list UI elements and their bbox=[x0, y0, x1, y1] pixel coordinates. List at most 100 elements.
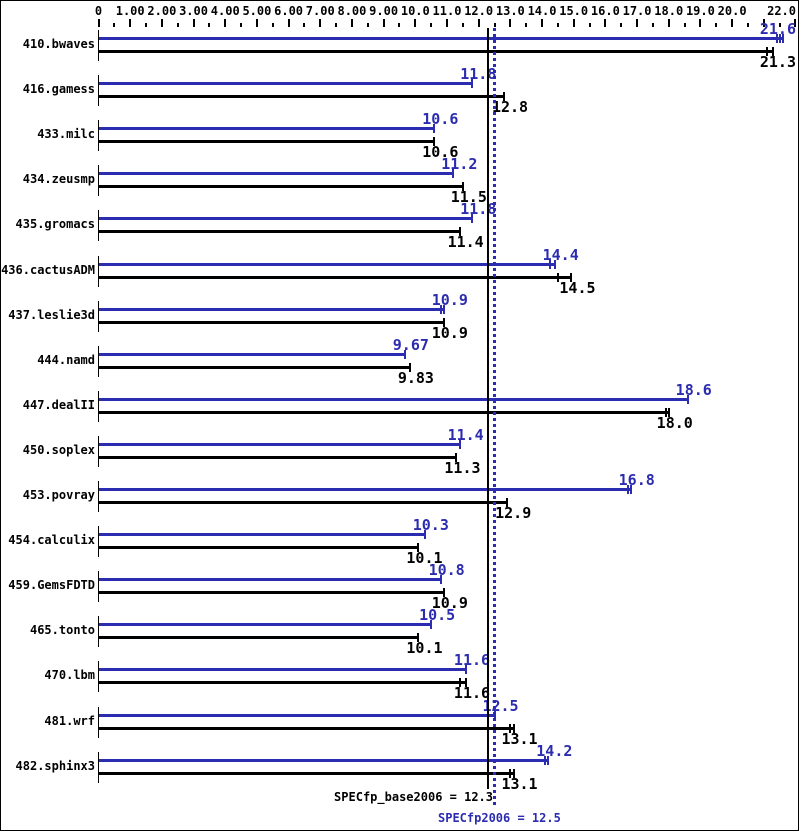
base-bar bbox=[98, 636, 419, 640]
row-axis-bracket bbox=[98, 481, 99, 512]
base-value-label: 11.3 bbox=[444, 458, 481, 477]
base-value-label: 13.1 bbox=[501, 729, 538, 748]
base-bar bbox=[98, 140, 435, 144]
peak-bar bbox=[98, 397, 688, 401]
peak-bar bbox=[98, 442, 460, 446]
axis-minor-tick bbox=[778, 23, 781, 27]
base-value-label: 11.5 bbox=[450, 188, 487, 207]
axis-minor-tick bbox=[176, 23, 179, 27]
axis-tick-label: 13.0 bbox=[495, 4, 525, 18]
base-bar bbox=[98, 185, 463, 189]
peak-run-tick bbox=[629, 485, 632, 494]
benchmark-name: 470.lbm bbox=[44, 668, 95, 683]
peak-run-tick bbox=[548, 259, 551, 269]
peak-run-tick bbox=[776, 34, 779, 43]
base-run-tick bbox=[512, 768, 515, 778]
base-value-label: 18.0 bbox=[656, 413, 693, 432]
peak-bar bbox=[98, 307, 444, 311]
peak-run-tick bbox=[626, 485, 629, 494]
benchmark-name: 437.leslie3d bbox=[8, 307, 95, 322]
axis-minor-tick bbox=[493, 23, 496, 27]
axis-minor-tick bbox=[430, 23, 433, 27]
base-value-label: 9.83 bbox=[397, 368, 434, 387]
axis-minor-tick bbox=[145, 23, 148, 27]
base-bar bbox=[98, 681, 466, 685]
base-value-label: 10.9 bbox=[431, 323, 468, 342]
row-axis-bracket bbox=[98, 435, 99, 467]
peak-value-label: 18.6 bbox=[675, 380, 712, 399]
peak-run-tick bbox=[458, 439, 461, 449]
base-run-tick bbox=[408, 362, 411, 372]
peak-value-label: 10.6 bbox=[422, 110, 459, 129]
peak-value-label: 11.4 bbox=[447, 425, 484, 444]
row-axis-bracket bbox=[98, 751, 99, 783]
axis-tick-label: 11.0 bbox=[432, 4, 462, 18]
axis-major-tick bbox=[350, 19, 353, 27]
axis-minor-tick bbox=[461, 23, 464, 27]
axis-minor-tick bbox=[746, 23, 749, 27]
peak-bar bbox=[98, 262, 555, 266]
axis-minor-tick bbox=[335, 23, 338, 27]
base-bar bbox=[98, 546, 419, 550]
peak-mean-label: SPECfp2006 = 12.5 bbox=[438, 811, 561, 825]
peak-run-tick bbox=[781, 34, 784, 43]
axis-major-tick bbox=[160, 19, 163, 27]
peak-run-tick bbox=[403, 349, 406, 359]
base-run-tick bbox=[442, 317, 445, 327]
peak-run-tick bbox=[452, 169, 455, 179]
base-run-tick bbox=[503, 92, 505, 102]
benchmark-name: 435.gromacs bbox=[15, 217, 95, 232]
base-bar bbox=[98, 50, 774, 53]
base-run-tick bbox=[464, 678, 467, 688]
benchmark-name: 433.milc bbox=[37, 127, 95, 142]
base-value-label: 14.5 bbox=[559, 278, 596, 297]
axis-major-tick bbox=[762, 19, 765, 27]
base-value-label: 21.3 bbox=[759, 53, 796, 71]
base-run-tick bbox=[509, 723, 512, 733]
axis-tick-label: 20.0 bbox=[717, 4, 747, 18]
benchmark-name: 481.wrf bbox=[44, 713, 95, 728]
base-bar bbox=[98, 230, 460, 234]
base-value-label: 11.4 bbox=[447, 233, 484, 252]
peak-mean-reference-line bbox=[493, 28, 496, 808]
axis-minor-tick bbox=[525, 23, 528, 27]
axis-major-tick bbox=[572, 19, 575, 27]
axis-minor-tick bbox=[303, 23, 306, 27]
peak-run-tick bbox=[471, 79, 474, 89]
peak-value-label: 11.2 bbox=[441, 155, 478, 174]
axis-tick-label: 5.00 bbox=[242, 4, 272, 18]
axis-minor-tick bbox=[271, 23, 274, 27]
row-axis-bracket bbox=[98, 571, 99, 603]
axis-minor-tick bbox=[398, 23, 401, 27]
axis-major-tick bbox=[731, 19, 734, 27]
peak-value-label: 12.5 bbox=[482, 696, 519, 715]
base-run-tick bbox=[570, 272, 573, 282]
peak-run-tick bbox=[471, 214, 474, 224]
axis-major-tick bbox=[97, 19, 100, 27]
base-run-tick bbox=[664, 407, 667, 417]
base-run-tick bbox=[458, 678, 461, 688]
row-axis-bracket bbox=[98, 616, 99, 648]
peak-run-tick bbox=[430, 620, 433, 630]
axis-major-tick bbox=[667, 19, 670, 27]
benchmark-name: 434.zeusmp bbox=[22, 172, 95, 187]
row-axis-bracket bbox=[98, 661, 99, 693]
base-mean-reference-line bbox=[487, 28, 490, 789]
peak-bar bbox=[98, 668, 466, 672]
axis-tick-label: 18.0 bbox=[654, 4, 684, 18]
base-run-tick bbox=[772, 47, 775, 56]
peak-value-label: 9.67 bbox=[392, 335, 429, 354]
axis-tick-label: 19.0 bbox=[685, 4, 715, 18]
axis-tick-label: 1.00 bbox=[115, 4, 145, 18]
benchmark-name: 459.GemsFDTD bbox=[8, 578, 95, 593]
base-run-tick bbox=[556, 272, 559, 282]
axis-minor-tick bbox=[588, 23, 591, 27]
axis-minor-tick bbox=[240, 23, 243, 27]
axis-minor-tick bbox=[208, 23, 211, 27]
axis-tick-label: 16.0 bbox=[590, 4, 620, 18]
axis-tick-label: 6.00 bbox=[274, 4, 304, 18]
base-run-tick bbox=[417, 633, 420, 643]
base-run-tick bbox=[455, 452, 458, 462]
base-value-label: 10.1 bbox=[406, 639, 443, 658]
base-run-tick bbox=[509, 768, 512, 778]
